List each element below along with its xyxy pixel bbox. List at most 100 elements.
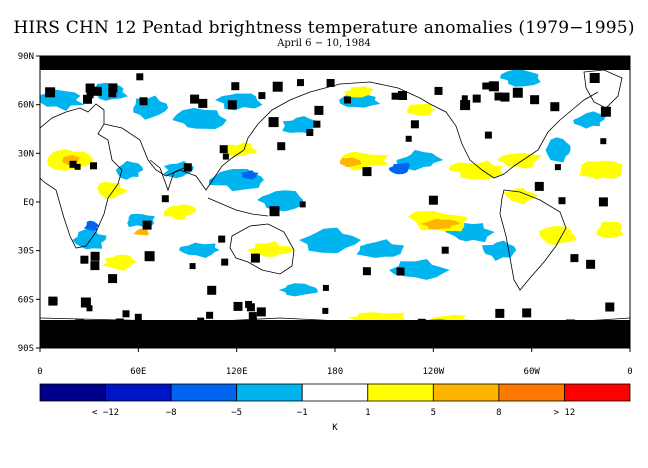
missing-data-cell (206, 311, 214, 319)
missing-data-cell (589, 73, 600, 83)
missing-data-cell (134, 313, 142, 321)
colorbar-bin (170, 383, 238, 402)
lat-label: 90S (18, 344, 34, 354)
longitude-axis: 0 60E 120E 180 120W 60W 0 (37, 348, 633, 377)
missing-data-cell (108, 83, 118, 93)
positive-anomaly-area (224, 142, 257, 157)
positive-anomaly-area (163, 204, 197, 220)
positive-anomaly-area (407, 103, 435, 116)
missing-data-cell (314, 105, 324, 115)
colorbar-tick-label: < −12 (92, 408, 119, 418)
missing-data-area (40, 56, 630, 70)
missing-data-cell (245, 300, 253, 308)
positive-anomaly-area (539, 226, 577, 245)
missing-data-cell (122, 310, 130, 318)
missing-data-cell (313, 120, 321, 128)
negative-anomaly-area (215, 93, 263, 111)
missing-data-cell (108, 89, 117, 98)
missing-data-cell (256, 307, 266, 317)
positive-anomaly-area (247, 241, 295, 257)
missing-data-cell (550, 102, 560, 112)
missing-data-cell (297, 79, 304, 87)
missing-data-cell (136, 73, 144, 81)
missing-data-cell (598, 197, 608, 207)
missing-data-cell (115, 318, 124, 327)
positive-anomaly-area (497, 153, 542, 169)
missing-data-cell (362, 267, 371, 276)
missing-data-cell (248, 312, 257, 321)
latitude-axis: 90N 60N 30N EQ 30S 60S 90S (18, 52, 40, 354)
negative-anomaly-area (499, 69, 541, 87)
negative-anomaly-area (72, 229, 107, 250)
positive-anomaly-area (503, 188, 538, 205)
missing-data-cell (344, 96, 351, 104)
missing-data-cell (494, 92, 503, 101)
lon-label: 180 (327, 367, 343, 377)
missing-data-cell (322, 284, 329, 291)
missing-data-cell (69, 160, 77, 168)
missing-data-cell (198, 98, 208, 108)
missing-data-cell (75, 319, 85, 329)
colorbar-bin (564, 383, 631, 402)
colorbar-bin (498, 383, 565, 402)
missing-data-cell (161, 195, 169, 203)
negative-anomaly-area (573, 111, 606, 129)
coastline-indonesia (207, 197, 269, 217)
positive-anomaly-area (596, 221, 624, 239)
missing-data-area (40, 320, 630, 348)
negative-anomaly-area (115, 160, 144, 180)
missing-data-cell (405, 135, 412, 142)
coastline-greenland (583, 69, 623, 109)
lon-label: 120W (422, 367, 444, 377)
negative-anomaly-area (356, 239, 405, 258)
missing-data-cell (417, 318, 426, 327)
missing-data-cell (570, 254, 579, 263)
page-title: HIRS CHN 12 Pentad brightness temperatur… (13, 18, 635, 38)
missing-data-cell (410, 120, 419, 129)
lat-label: 60N (18, 101, 34, 111)
negative-anomaly-area (257, 190, 303, 212)
missing-data-cell (600, 106, 611, 117)
negative-anomaly-area (299, 227, 362, 254)
negative-anomaly-area (545, 137, 571, 163)
positive-anomaly-area (579, 160, 622, 180)
missing-data-cell (554, 164, 561, 171)
coastline-asia (103, 81, 431, 191)
missing-data-cell (495, 308, 505, 318)
positive-anomaly-area (98, 181, 128, 199)
missing-data-cell (522, 308, 532, 318)
missing-data-cell (86, 91, 94, 99)
negative-anomaly-area (172, 108, 227, 129)
colorbar-tick-label: > 12 (554, 408, 576, 418)
colorbar-tick-label: 5 (431, 408, 436, 418)
missing-data-cell (428, 195, 438, 205)
coastline-australia (229, 223, 295, 275)
lon-label: 120E (226, 367, 248, 377)
missing-data-cell (391, 92, 399, 100)
missing-data-cell (108, 274, 118, 284)
strong-negative-anomaly-area (240, 170, 259, 180)
missing-data-cell (222, 153, 229, 160)
missing-data-cell (45, 87, 56, 98)
positive-anomaly-area (102, 254, 137, 271)
missing-data-cell (227, 100, 237, 110)
lat-label: EQ (23, 198, 34, 208)
missing-data-cell (250, 253, 260, 263)
lon-label: 60E (130, 367, 146, 377)
missing-data-cell (488, 81, 499, 92)
missing-data-cell (207, 285, 217, 295)
missing-data-cell (605, 302, 615, 312)
missing-data-cell (90, 251, 100, 261)
missing-data-cell (189, 263, 196, 270)
missing-data-cell (566, 319, 575, 329)
lat-label: 30N (18, 149, 34, 159)
missing-data-cell (272, 81, 283, 92)
missing-data-cell (268, 117, 279, 128)
missing-data-cell (277, 142, 286, 151)
missing-data-cell (472, 94, 481, 103)
colorbar: < −12 −8 −5 −1 1 5 8 > 12 K (39, 383, 631, 433)
missing-data-cell (190, 94, 200, 104)
anomaly-field (40, 56, 630, 348)
missing-data-cell (139, 97, 148, 106)
missing-data-cell (86, 305, 93, 312)
